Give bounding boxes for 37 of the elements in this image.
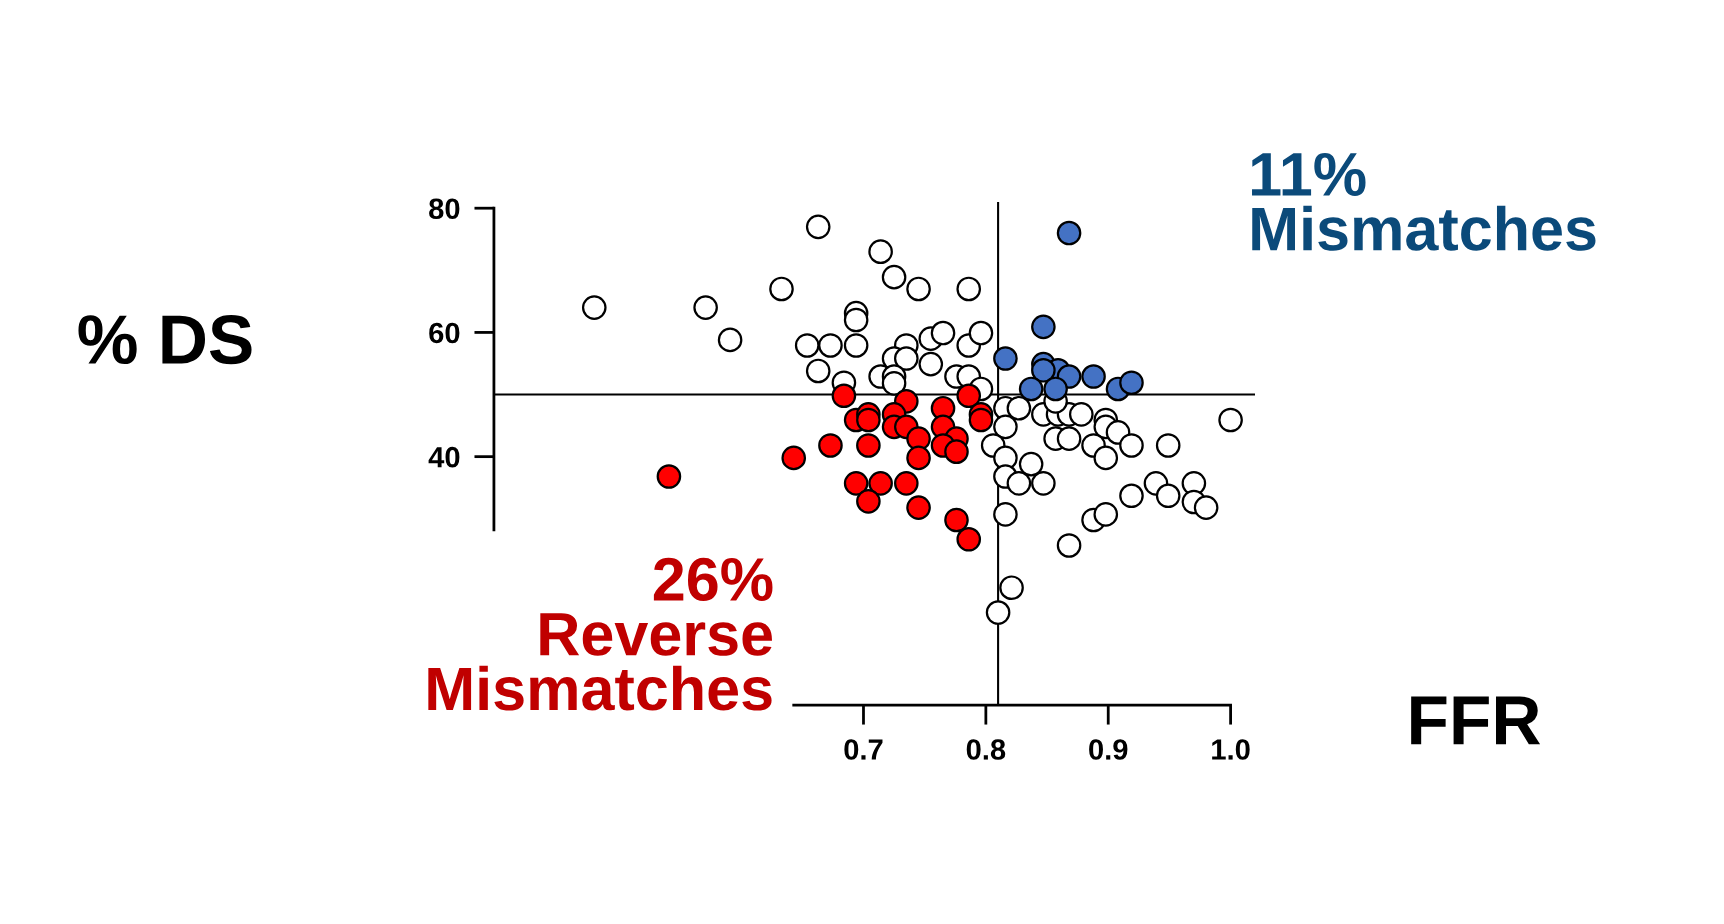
point [956, 383, 982, 409]
point [1031, 358, 1056, 383]
point [944, 439, 969, 464]
y-tick-label: 40 [428, 446, 460, 468]
x-tick-label: 0.7 [844, 739, 883, 760]
point [956, 526, 982, 552]
point [781, 445, 807, 471]
point [906, 426, 931, 451]
point [906, 445, 931, 471]
point [1018, 376, 1044, 402]
point [906, 495, 931, 520]
point [1056, 220, 1082, 246]
x-tick-label: 1.0 [1212, 739, 1250, 760]
point [993, 346, 1018, 371]
point [1081, 364, 1106, 389]
point [1043, 376, 1068, 402]
point [968, 407, 994, 433]
x-tick-label: 0.9 [1089, 739, 1128, 760]
point [831, 383, 857, 409]
point [856, 433, 881, 458]
x-axis-title: FFR [1411, 696, 1541, 745]
annotation: 11% Mismatches [1252, 152, 1596, 251]
point [818, 433, 843, 458]
point [1031, 314, 1056, 340]
point [894, 471, 919, 496]
point [1119, 370, 1144, 396]
y-tick-label: 80 [429, 198, 460, 220]
point [868, 471, 893, 496]
x-tick-label: 0.8 [966, 739, 1006, 760]
annotation: 26% Reverse Mismatches [428, 557, 773, 711]
point [856, 489, 881, 514]
y-axis-title: % DS [78, 315, 252, 365]
point [843, 471, 869, 496]
point [656, 464, 682, 489]
y-tick-label: 60 [429, 322, 460, 344]
point [856, 407, 881, 433]
point [944, 507, 969, 533]
